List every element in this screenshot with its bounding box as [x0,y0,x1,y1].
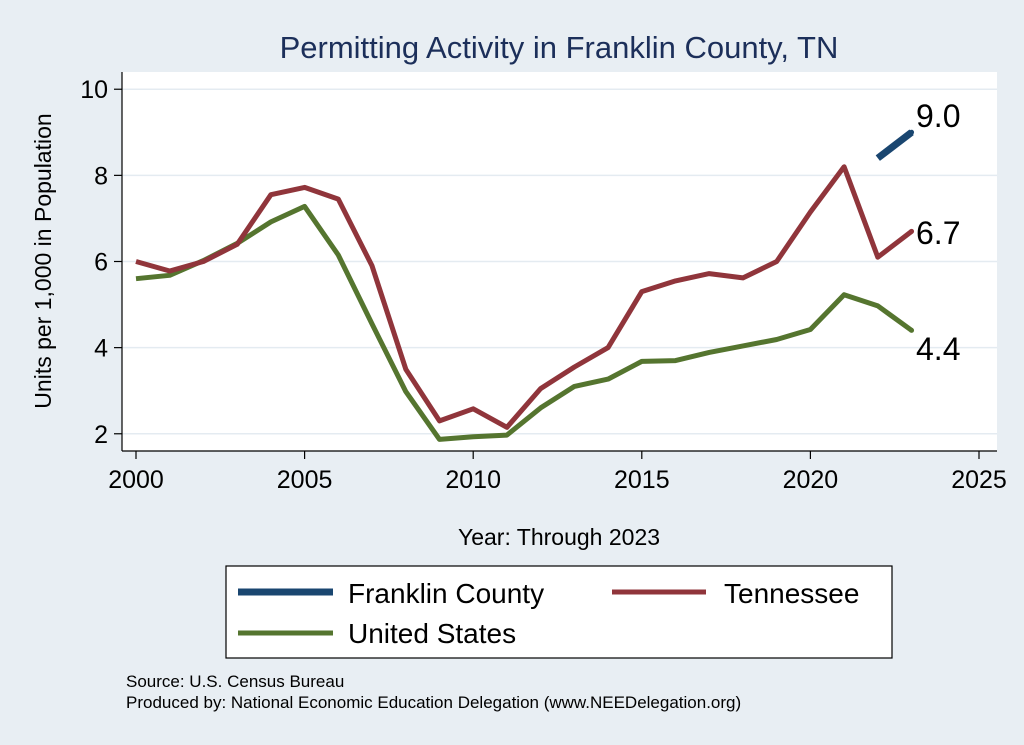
series-end-point-united-states [909,327,915,333]
x-axis-ticks: 2000 2005 2010 2015 2020 2025 [108,451,1007,494]
legend-box [225,565,893,659]
source-note: Source: U.S. Census Bureau [126,672,344,691]
x-axis-title: Year: Through 2023 [458,524,660,550]
legend-label-tennessee: Tennessee [724,578,859,609]
y-tick-label-8: 8 [94,162,108,190]
end-label-franklin-county: 9.0 [916,98,960,134]
y-axis-title: Units per 1,000 in Population [30,113,56,408]
y-tick-label-6: 6 [94,249,108,277]
x-tick-label-2010: 2010 [445,466,501,494]
series-end-point-franklin-county [909,129,915,135]
gridlines [122,88,997,435]
y-tick-label-2: 2 [94,421,108,449]
end-label-tennessee: 6.7 [916,215,960,251]
series-end-point-tennessee [909,228,915,234]
x-tick-label-2015: 2015 [614,466,670,494]
y-tick-label-4: 4 [94,335,108,363]
produced-by-note: Produced by: National Economic Education… [126,693,741,712]
legend-label-united-states: United States [348,618,516,649]
x-tick-label-2025: 2025 [951,466,1007,494]
end-labels: 4.4 6.7 9.0 [916,98,960,367]
series-line-tennessee [135,164,914,430]
y-tick-label-10: 10 [80,76,108,104]
x-tick-label-2020: 2020 [783,466,839,494]
series-line-united-states [135,203,914,442]
legend-label-franklin-county: Franklin County [348,578,544,609]
y-axis-ticks: 2 4 6 8 10 [80,76,122,449]
chart-title: Permitting Activity in Franklin County, … [280,30,839,65]
series-group [135,129,915,442]
x-tick-label-2005: 2005 [277,466,333,494]
series-line-franklin-county [875,129,914,161]
end-label-united-states: 4.4 [916,331,960,367]
x-tick-label-2000: 2000 [108,466,164,494]
